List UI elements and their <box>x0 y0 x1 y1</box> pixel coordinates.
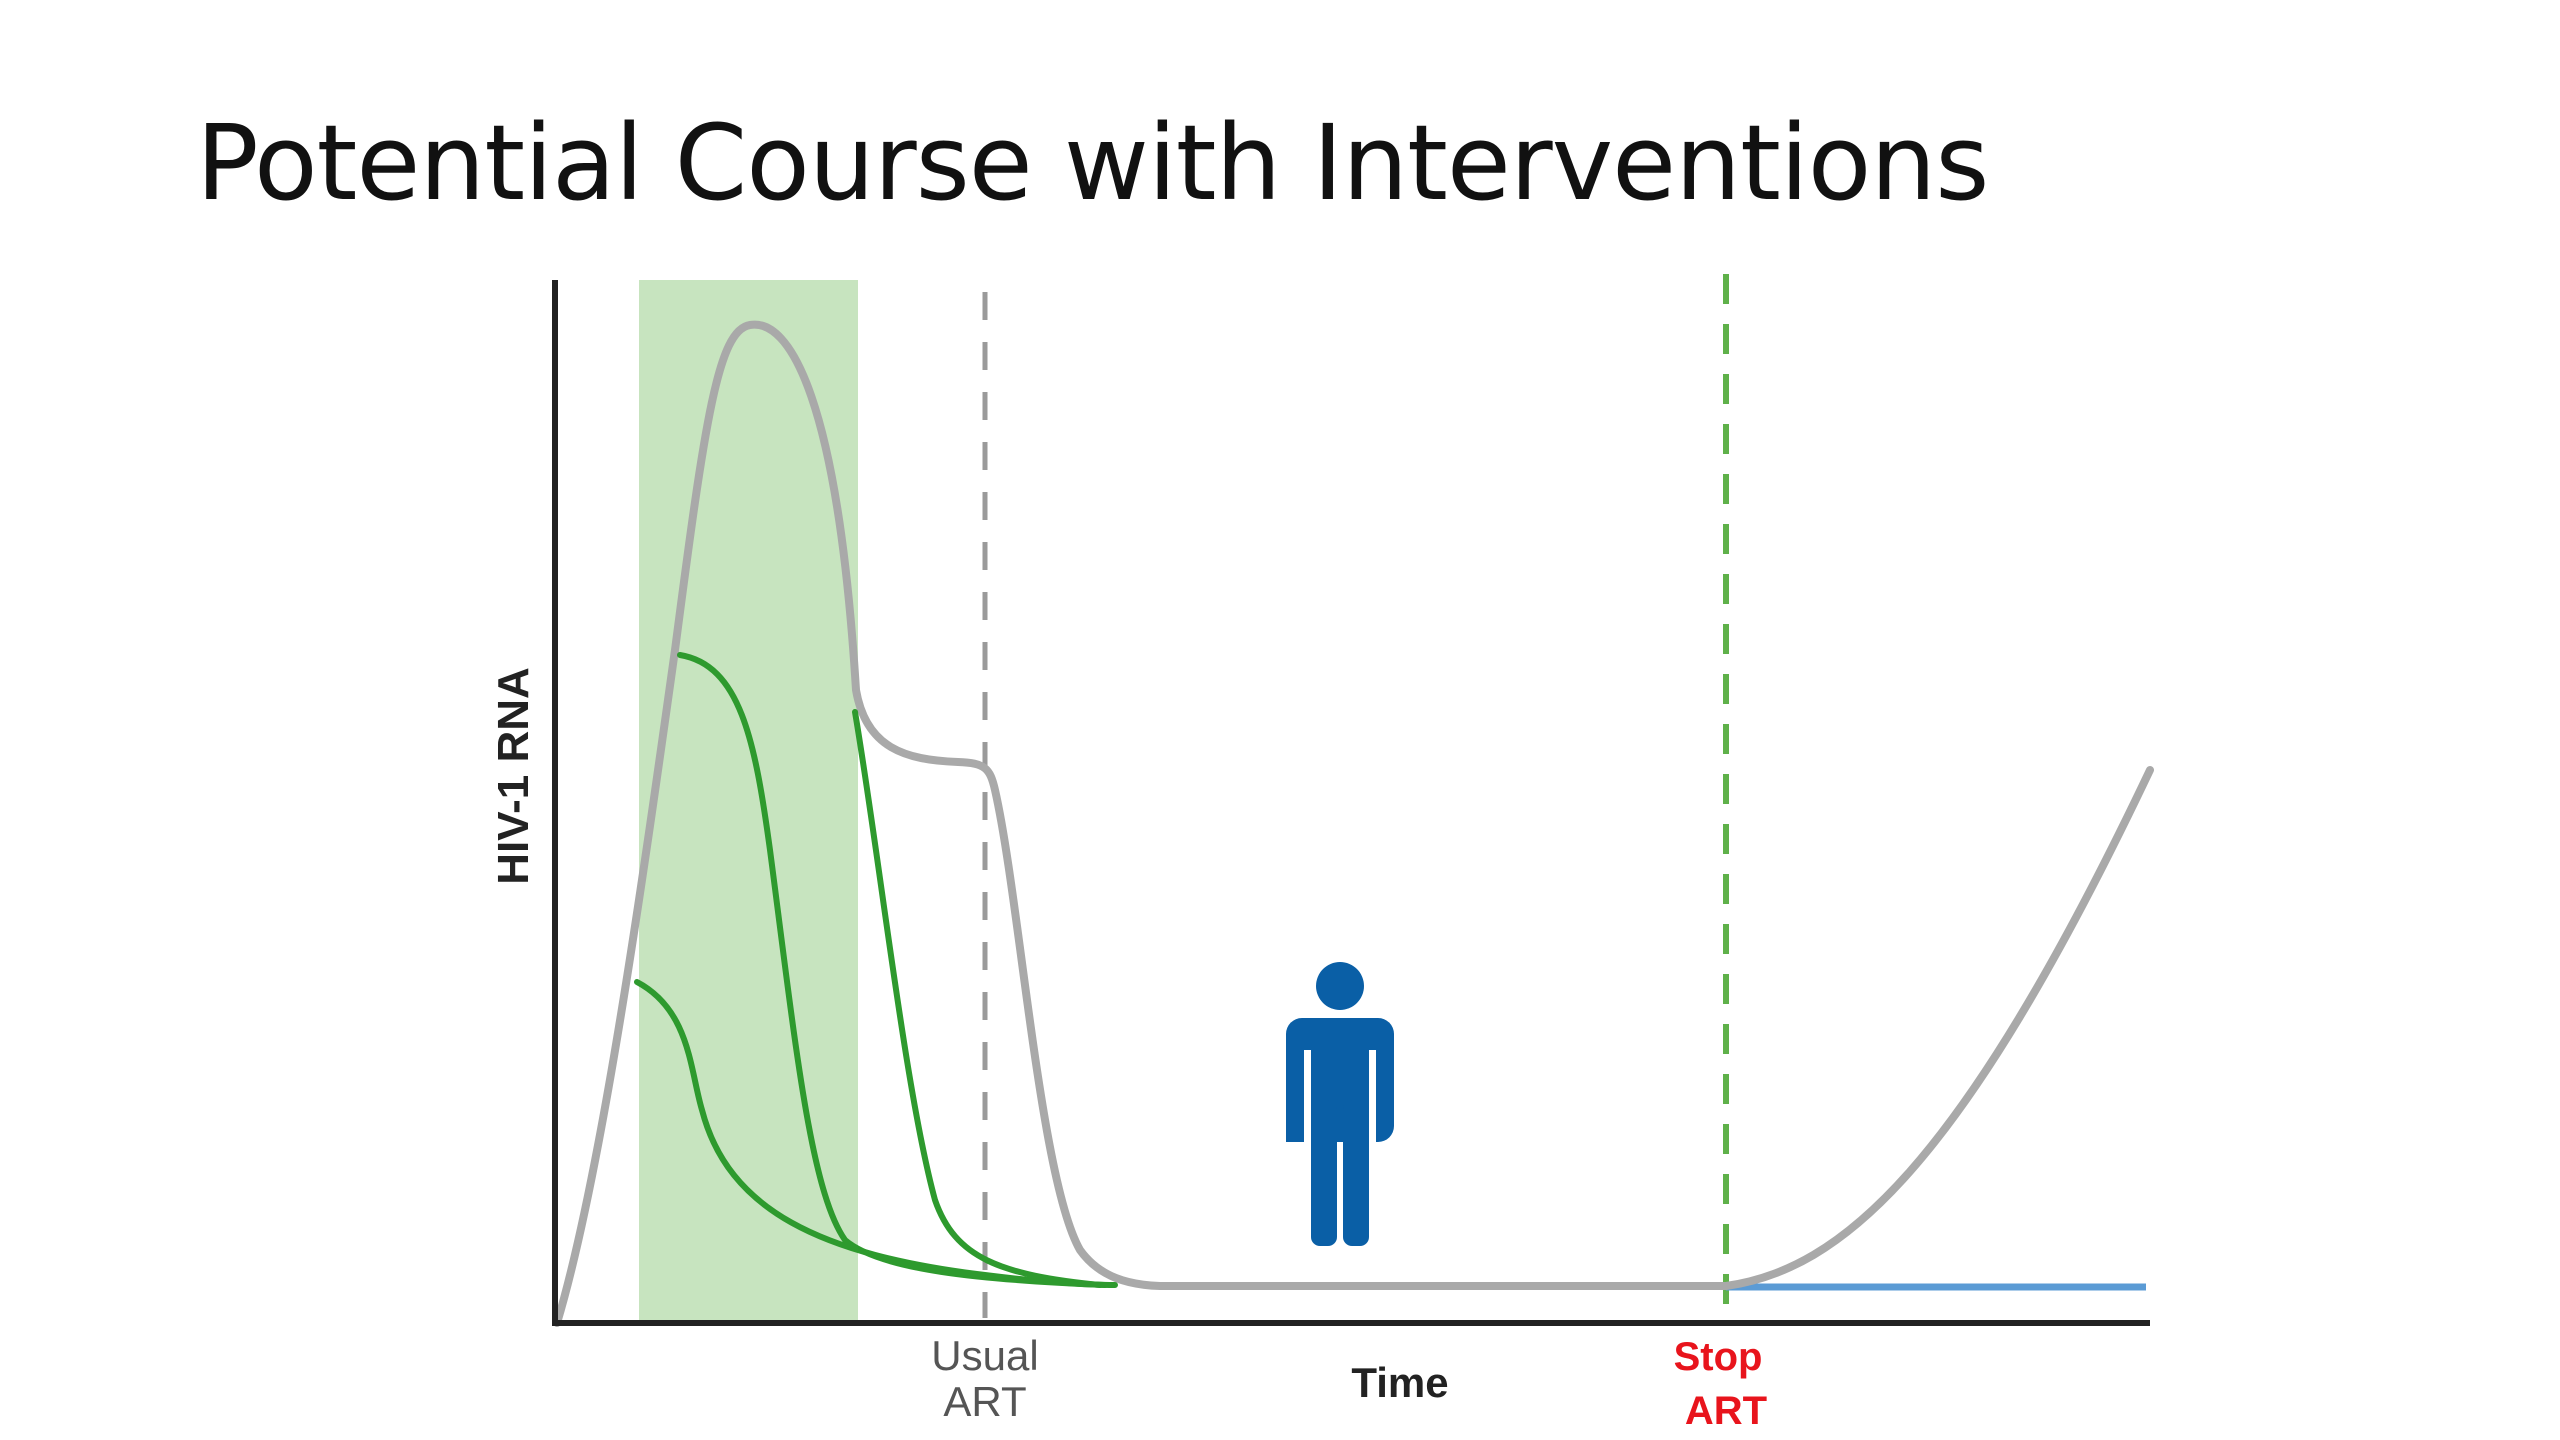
y-axis-label: HIV-1 RNA <box>489 667 538 885</box>
early-window-shade <box>639 280 858 1323</box>
x-axis-label: Time <box>1351 1359 1448 1406</box>
viral-load-curve <box>553 320 2154 1327</box>
person-leg-gap <box>1337 1142 1343 1248</box>
person-arm-gap-right <box>1369 1050 1376 1142</box>
intervention-curve-mid <box>677 652 1108 1288</box>
person-icon <box>1286 962 1394 1246</box>
intervention-curve-late <box>852 709 1103 1288</box>
stop-art-label-line2: ART <box>1685 1389 1767 1433</box>
usual-art-label-line1: Usual <box>931 1332 1038 1379</box>
usual-art-label-line2: ART <box>943 1378 1026 1425</box>
slide-title: Potential Course with Interventions <box>196 102 1989 224</box>
person-arm-gap-left <box>1304 1050 1311 1142</box>
stop-art-label-line1: Stop <box>1674 1335 1763 1379</box>
